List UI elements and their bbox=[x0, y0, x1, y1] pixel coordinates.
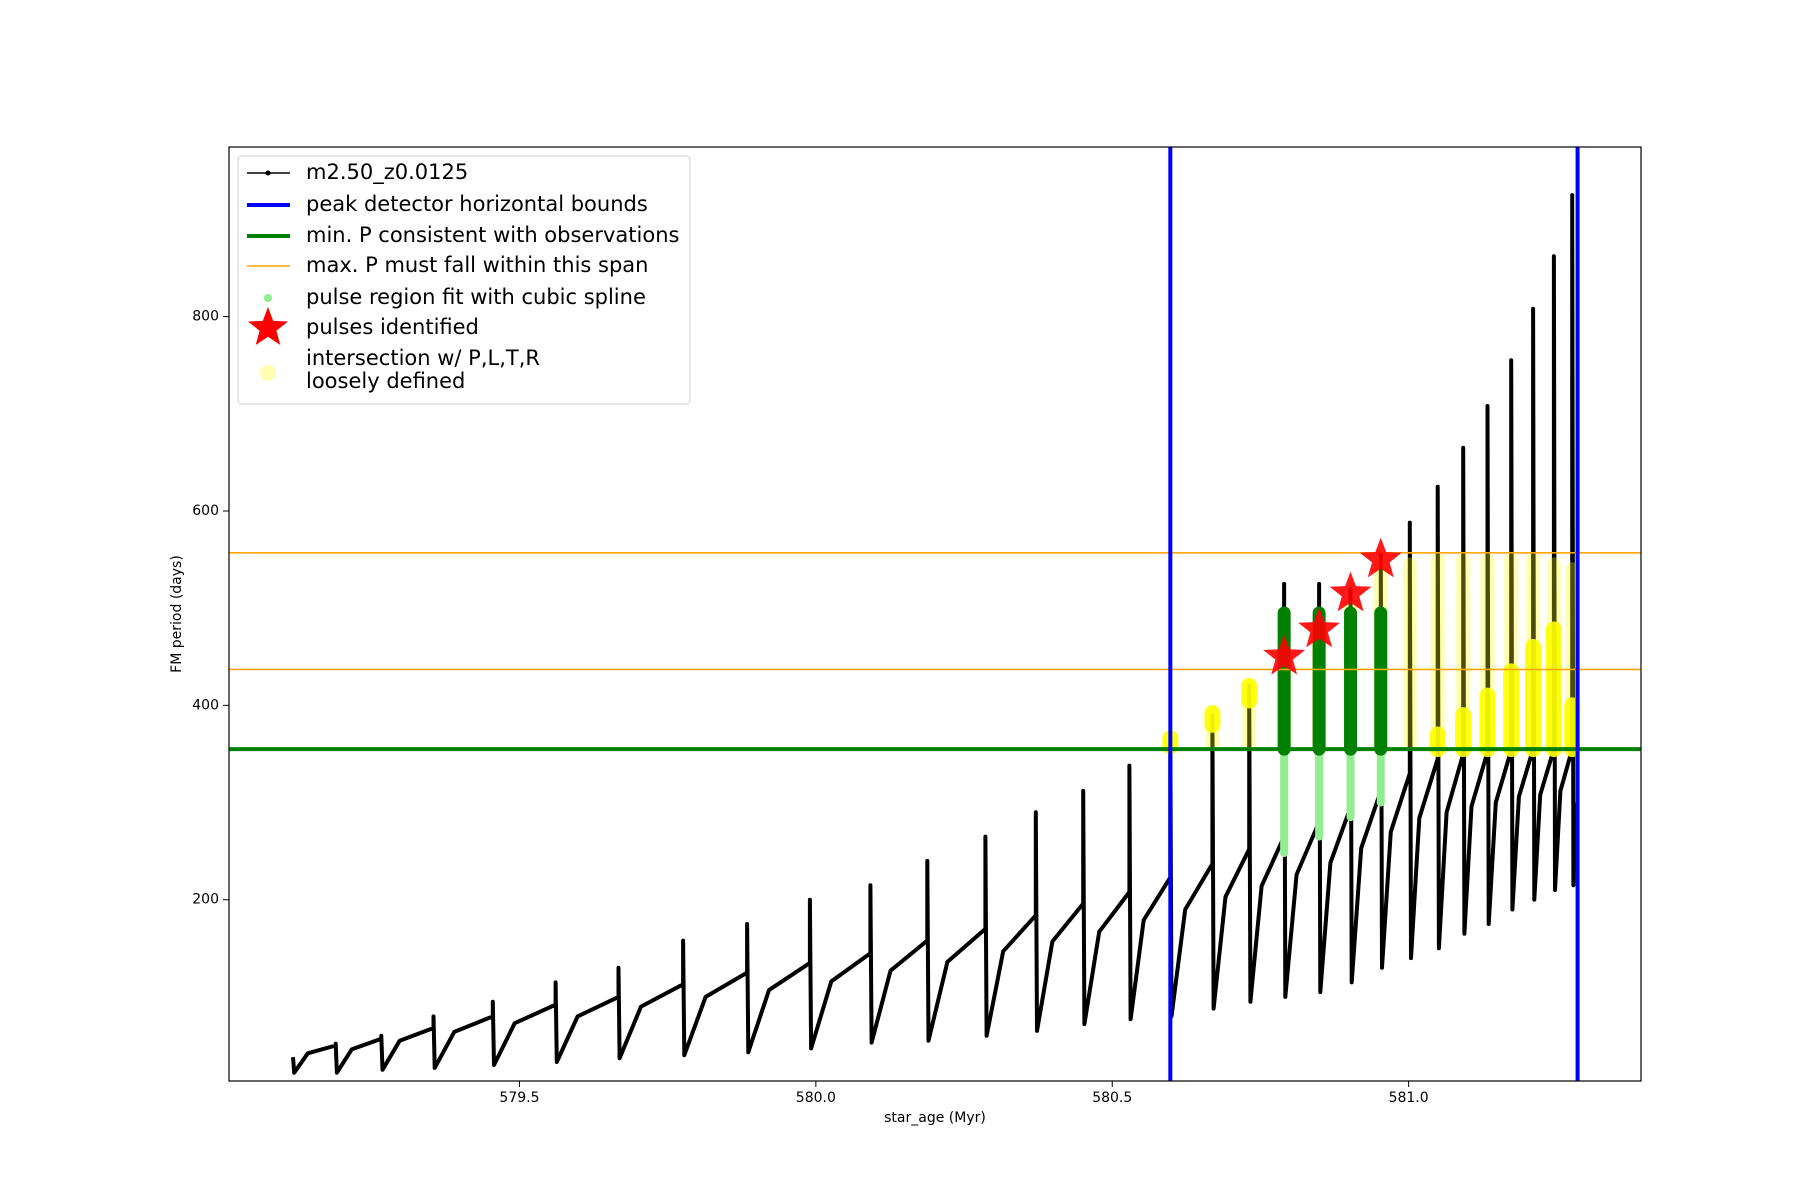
x-tick-label: 580.0 bbox=[796, 1090, 836, 1106]
legend-handle bbox=[260, 365, 276, 381]
x-tick-label: 579.5 bbox=[499, 1090, 539, 1106]
legend-label: pulse region fit with cubic spline bbox=[306, 285, 646, 309]
axes-frame bbox=[228, 146, 1642, 1082]
legend-label: max. P must fall within this span bbox=[306, 253, 648, 277]
y-tick-label: 600 bbox=[192, 503, 219, 519]
legend-label: loosely defined bbox=[306, 369, 465, 393]
legend-label: m2.50_z0.0125 bbox=[306, 160, 468, 185]
legend-handle bbox=[248, 307, 288, 345]
legend-label: intersection w/ P,L,T,R bbox=[306, 346, 540, 370]
y-tick-label: 200 bbox=[192, 892, 219, 908]
pulse-star bbox=[1359, 537, 1402, 578]
y-tick-label: 400 bbox=[192, 697, 219, 713]
pulse-star bbox=[1298, 607, 1340, 648]
series-line bbox=[291, 193, 1578, 1075]
legend-label: min. P consistent with observations bbox=[306, 223, 679, 247]
legend-handle bbox=[265, 170, 271, 176]
plot-area bbox=[229, 147, 1641, 1081]
legend-label: pulses identified bbox=[306, 315, 479, 339]
y-tick-label: 800 bbox=[192, 309, 219, 325]
pulse-star bbox=[1263, 634, 1306, 675]
pulse-star bbox=[1329, 571, 1372, 612]
x-tick-label: 580.5 bbox=[1092, 1090, 1132, 1106]
legend-label: peak detector horizontal bounds bbox=[306, 192, 648, 216]
y-axis-label: FM period (days) bbox=[169, 555, 185, 673]
legend-handle bbox=[264, 294, 272, 302]
x-tick-label: 581.0 bbox=[1389, 1090, 1429, 1106]
legend-box bbox=[237, 155, 691, 405]
x-axis-label: star_age (Myr) bbox=[884, 1110, 986, 1126]
